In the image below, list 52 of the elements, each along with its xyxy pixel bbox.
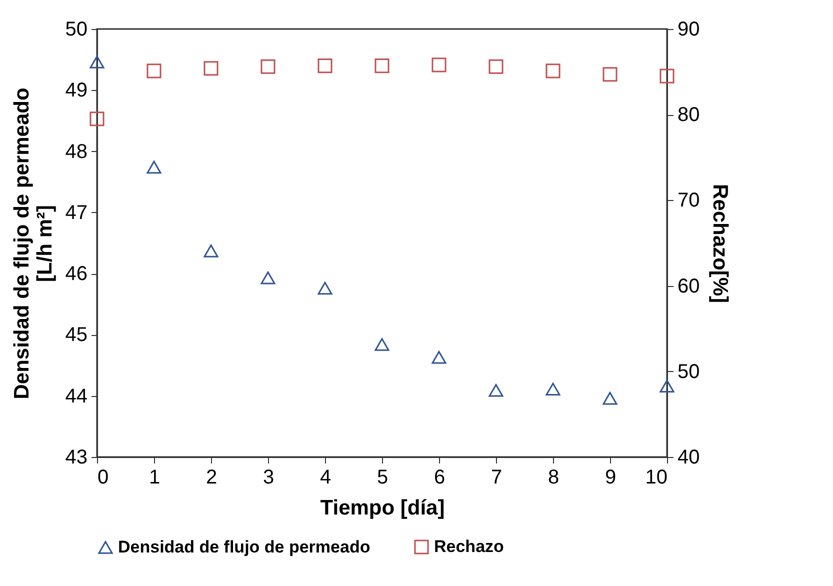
y2-tick-label: 70 (678, 190, 700, 212)
x-tick-label: 8 (548, 466, 560, 488)
x-tick-label: 7 (490, 466, 502, 488)
point (260, 59, 276, 74)
y-tick-label: 50 (65, 18, 88, 40)
y2-tick-label: 90 (678, 18, 700, 40)
point (374, 338, 390, 351)
point (204, 61, 218, 76)
point (432, 58, 446, 72)
point (146, 160, 162, 174)
legend-label: Densidad de flujo de permeado (118, 537, 370, 556)
y-tick-label: 49 (65, 80, 88, 102)
y-tick-label: 48 (65, 140, 88, 163)
x-tick-label: 3 (262, 466, 274, 488)
point (602, 392, 618, 405)
legend-label: Rechazo (434, 536, 504, 556)
point (488, 59, 504, 74)
point (204, 244, 218, 258)
x-axis-title: Tiempo [día] (320, 496, 445, 520)
point (546, 382, 560, 396)
y-tick-label: 43 (65, 446, 88, 468)
x-tick-label: 1 (148, 466, 160, 488)
point (90, 112, 104, 126)
x-tick-label: 6 (434, 466, 446, 488)
point (660, 380, 674, 392)
y-tick-label: 44 (65, 385, 88, 408)
point (318, 58, 332, 74)
point (146, 64, 162, 78)
point (90, 56, 104, 68)
x-tick-label: 2 (206, 466, 218, 488)
point (602, 67, 618, 82)
y2-axis-title: Rechazo[%] (708, 184, 732, 304)
x-tick-label: 4 (320, 466, 332, 488)
x-tick-label: 9 (604, 466, 616, 488)
y2-tick-label: 40 (678, 446, 700, 468)
point (488, 384, 504, 397)
point (260, 271, 276, 284)
point (660, 68, 674, 84)
point (546, 64, 560, 78)
x-tick-label: 10 (645, 466, 668, 488)
point (432, 350, 446, 364)
y2-tick-label: 50 (678, 360, 700, 383)
y-tick-label: 46 (65, 263, 88, 286)
point (318, 282, 332, 295)
y-axis-title: Densidad de flujo de permeado [L/h m²] (10, 88, 56, 400)
y2-tick-label: 80 (678, 104, 700, 126)
point (374, 58, 390, 74)
x-tick-label: 0 (98, 466, 109, 488)
y-tick-label: 45 (65, 324, 88, 346)
y2-tick-label: 60 (678, 275, 700, 298)
y-tick-label: 47 (65, 202, 88, 224)
x-tick-label: 5 (376, 466, 388, 488)
